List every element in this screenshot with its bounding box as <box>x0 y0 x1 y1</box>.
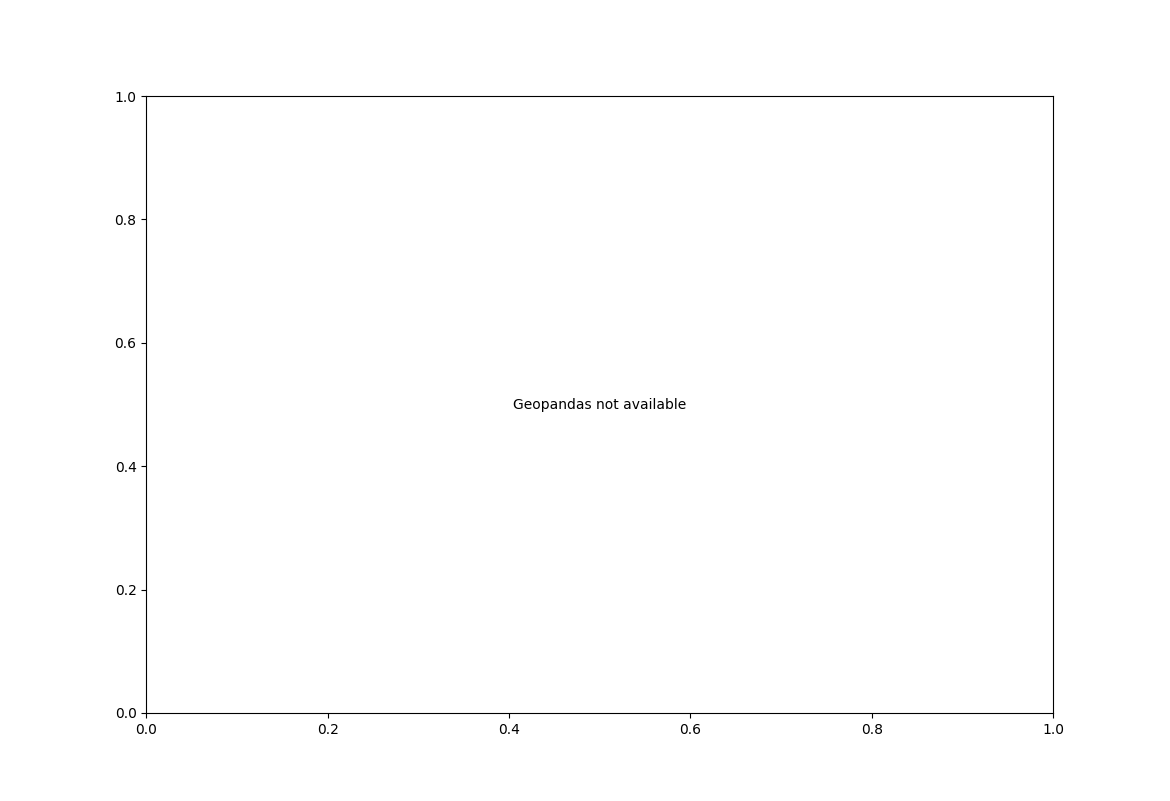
Text: Geopandas not available: Geopandas not available <box>512 397 687 412</box>
